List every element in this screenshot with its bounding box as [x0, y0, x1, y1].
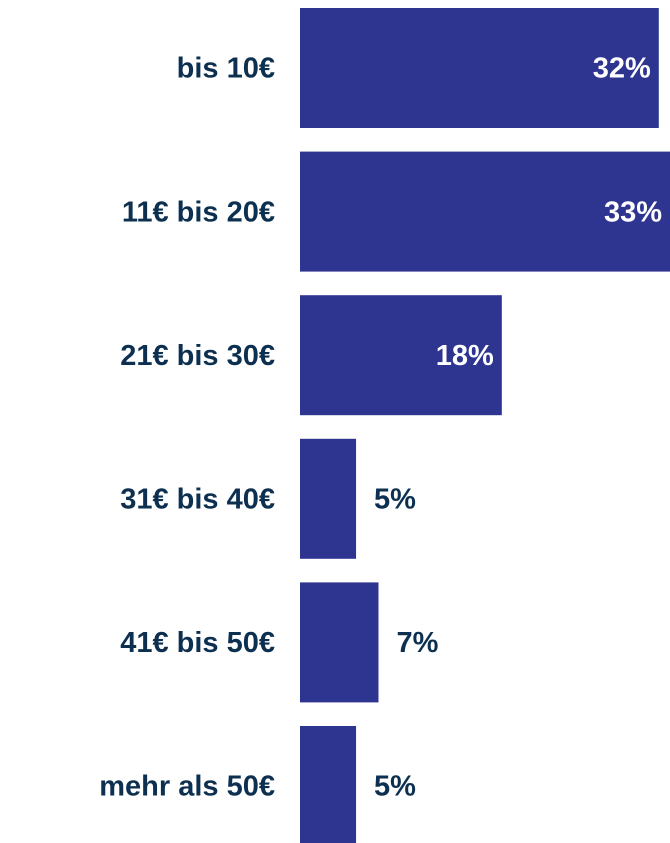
category-label: 21€ bis 30€	[120, 340, 275, 372]
bar	[300, 295, 502, 416]
value-label: 32%	[593, 53, 651, 85]
bar	[300, 582, 379, 703]
bar	[300, 438, 357, 559]
value-label: 5%	[374, 483, 416, 515]
value-label: 18%	[436, 340, 494, 372]
value-label: 5%	[374, 771, 416, 803]
bar	[300, 151, 670, 272]
value-label: 33%	[604, 196, 662, 228]
bar	[300, 726, 357, 843]
value-label: 7%	[396, 627, 438, 659]
category-label: 41€ bis 50€	[120, 627, 275, 659]
category-label: 31€ bis 40€	[120, 483, 275, 515]
bar	[300, 8, 659, 128]
category-label: mehr als 50€	[99, 771, 275, 803]
category-label: bis 10€	[177, 53, 275, 85]
category-label: 11€ bis 20€	[122, 196, 275, 228]
